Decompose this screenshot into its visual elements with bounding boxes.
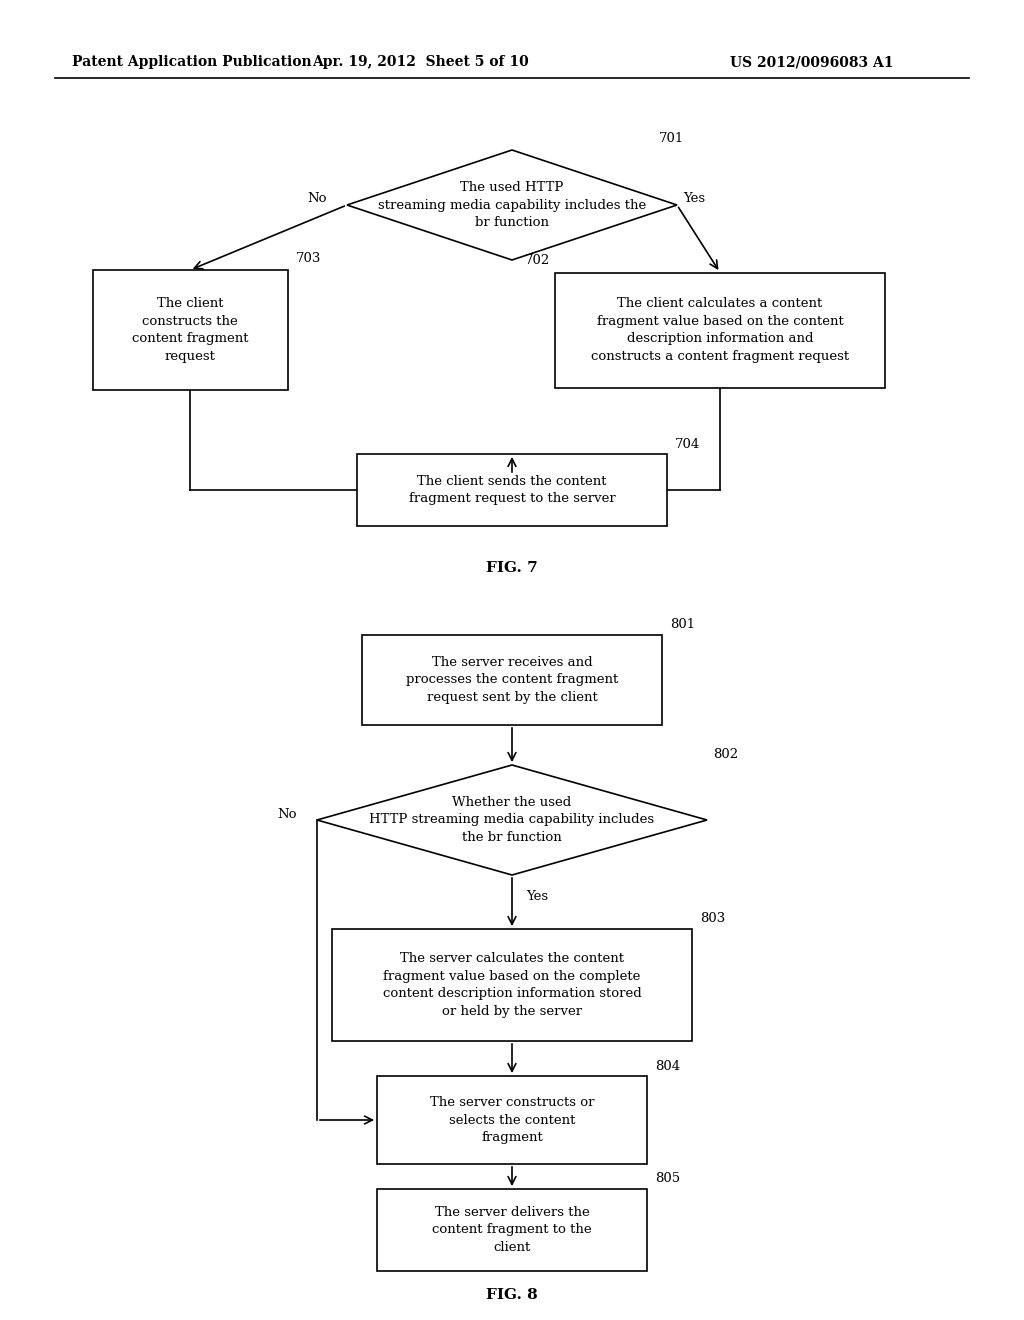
Text: The server calculates the content
fragment value based on the complete
content d: The server calculates the content fragme… (383, 952, 641, 1018)
Text: FIG. 7: FIG. 7 (486, 561, 538, 576)
Text: No: No (307, 193, 327, 206)
Text: The client
constructs the
content fragment
request: The client constructs the content fragme… (132, 297, 248, 363)
Text: The server constructs or
selects the content
fragment: The server constructs or selects the con… (430, 1096, 594, 1144)
Text: 702: 702 (524, 253, 550, 267)
Text: 803: 803 (700, 912, 725, 925)
FancyBboxPatch shape (92, 271, 288, 389)
Text: 701: 701 (659, 132, 684, 144)
Text: Yes: Yes (683, 193, 706, 206)
Text: Apr. 19, 2012  Sheet 5 of 10: Apr. 19, 2012 Sheet 5 of 10 (311, 55, 528, 69)
Text: Whether the used
HTTP streaming media capability includes
the br function: Whether the used HTTP streaming media ca… (370, 796, 654, 843)
FancyBboxPatch shape (377, 1189, 647, 1271)
FancyBboxPatch shape (357, 454, 667, 525)
Text: 804: 804 (655, 1060, 680, 1072)
Text: The client calculates a content
fragment value based on the content
description : The client calculates a content fragment… (591, 297, 849, 363)
Text: 805: 805 (655, 1172, 680, 1185)
Polygon shape (317, 766, 707, 875)
Polygon shape (347, 150, 677, 260)
FancyBboxPatch shape (362, 635, 662, 725)
Text: Patent Application Publication: Patent Application Publication (72, 55, 311, 69)
Text: 801: 801 (670, 619, 695, 631)
Text: 802: 802 (713, 748, 738, 762)
FancyBboxPatch shape (555, 272, 885, 388)
Text: Yes: Yes (526, 891, 548, 903)
Text: FIG. 8: FIG. 8 (486, 1288, 538, 1302)
FancyBboxPatch shape (332, 929, 692, 1041)
Text: The server delivers the
content fragment to the
client: The server delivers the content fragment… (432, 1206, 592, 1254)
FancyBboxPatch shape (377, 1076, 647, 1164)
Text: US 2012/0096083 A1: US 2012/0096083 A1 (730, 55, 894, 69)
Text: No: No (278, 808, 297, 821)
Text: The server receives and
processes the content fragment
request sent by the clien: The server receives and processes the co… (406, 656, 618, 704)
Text: The used HTTP
streaming media capability includes the
br function: The used HTTP streaming media capability… (378, 181, 646, 228)
Text: 703: 703 (296, 252, 321, 264)
Text: The client sends the content
fragment request to the server: The client sends the content fragment re… (409, 475, 615, 506)
Text: 704: 704 (675, 437, 700, 450)
